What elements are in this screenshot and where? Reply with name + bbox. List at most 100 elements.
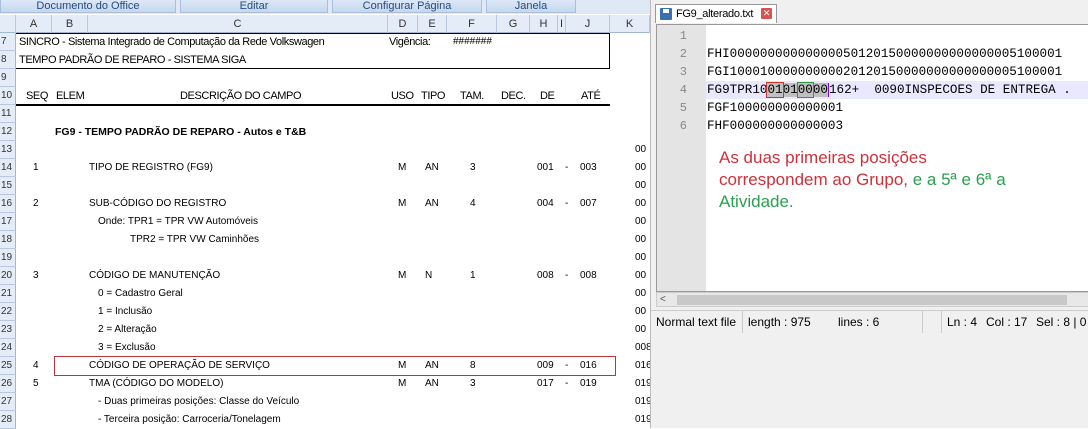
menu-configurar-página[interactable]: Configurar Página (332, 0, 482, 13)
row-header-18[interactable]: 18 (0, 231, 16, 249)
col-k-value[interactable]: 00 (635, 180, 647, 191)
field-uso[interactable]: M (398, 162, 407, 173)
menu-editar[interactable]: Editar (180, 0, 328, 13)
field-uso[interactable]: M (398, 378, 407, 389)
field-ate[interactable]: 016 (580, 360, 597, 371)
scroll-thumb[interactable] (677, 295, 1067, 305)
close-icon[interactable]: ✕ (761, 8, 772, 19)
field-de[interactable]: 008 (537, 270, 554, 281)
row-header-14[interactable]: 14 (0, 159, 16, 177)
field-tipo[interactable]: AN (425, 162, 439, 173)
column-header-I[interactable]: I (558, 15, 566, 33)
row-header-19[interactable]: 19 (0, 249, 16, 267)
code-line-2[interactable]: FHI0000000000000005012015000000000000000… (707, 47, 1063, 61)
col-k-value[interactable]: 00 (635, 288, 647, 299)
field-uso[interactable]: M (398, 270, 407, 281)
field-uso[interactable]: M (398, 198, 407, 209)
column-header-G[interactable]: G (497, 15, 530, 33)
field-ate[interactable]: 003 (580, 162, 597, 173)
field-desc[interactable]: CÓDIGO DE MANUTENÇÃO (89, 270, 221, 281)
vigencia-label[interactable]: Vigência: (389, 36, 431, 48)
header-tipo[interactable]: TIPO (421, 90, 446, 102)
row-header-15[interactable]: 15 (0, 177, 16, 195)
horizontal-scrollbar[interactable]: < (656, 292, 1088, 307)
field-de[interactable]: 017 (537, 378, 554, 389)
field-desc[interactable]: CÓDIGO DE OPERAÇÃO DE SERVIÇO (89, 360, 270, 371)
header-seq[interactable]: SEQ (26, 90, 49, 102)
field-tipo[interactable]: AN (425, 198, 439, 209)
row-header-17[interactable]: 17 (0, 213, 16, 231)
column-header-C[interactable]: C (88, 15, 388, 33)
col-k-value[interactable]: 019 (635, 414, 652, 425)
row-header-12[interactable]: 12 (0, 123, 16, 141)
col-k-value[interactable]: 016 (635, 360, 652, 371)
field-seq[interactable]: 4 (33, 360, 39, 371)
vigencia-value[interactable]: ####### (453, 36, 492, 47)
field-desc[interactable]: TMA (CÓDIGO DO MODELO) (89, 378, 224, 389)
row-header-9[interactable]: 9 (0, 69, 16, 87)
row-header-26[interactable]: 26 (0, 375, 16, 393)
field-tipo[interactable]: AN (425, 360, 439, 371)
field-seq[interactable]: 1 (33, 162, 39, 173)
column-header-D[interactable]: D (388, 15, 418, 33)
row-header-23[interactable]: 23 (0, 321, 16, 339)
field-seq[interactable]: 5 (33, 378, 39, 389)
select-all-corner[interactable] (0, 15, 16, 33)
menu-documento-do-office[interactable]: Documento do Office (0, 0, 176, 13)
field-note[interactable]: 1 = Inclusão (98, 306, 153, 317)
code-line-5[interactable]: FGF100000000000001 (707, 101, 844, 115)
text-editor[interactable]: 1 2 3 4 5 6 FHI000000000000000501201500000000… (656, 24, 1088, 292)
col-k-value[interactable]: 019 (635, 378, 652, 389)
row-header-7[interactable]: 7 (0, 33, 16, 51)
field-note[interactable]: TPR2 = TPR VW Caminhões (130, 234, 260, 245)
header-tam[interactable]: TAM. (460, 90, 484, 102)
field-desc[interactable]: TIPO DE REGISTRO (FG9) (89, 162, 213, 173)
field-seq[interactable]: 3 (33, 270, 39, 281)
field-ate[interactable]: 007 (580, 198, 597, 209)
col-k-value[interactable]: 00 (635, 144, 647, 155)
field-tam[interactable]: 4 (470, 198, 476, 209)
header-de[interactable]: DE (540, 90, 555, 102)
row-header-25[interactable]: 25 (0, 357, 16, 375)
field-tam[interactable]: 8 (470, 360, 476, 371)
col-k-value[interactable]: 00 (635, 198, 647, 209)
field-note[interactable]: 2 = Alteração (98, 324, 157, 335)
scroll-left-icon[interactable]: < (660, 294, 666, 305)
header-elem[interactable]: ELEM (56, 90, 85, 102)
field-note[interactable]: - Duas primeiras posições: Classe do Veí… (98, 396, 300, 407)
row-header-10[interactable]: 10 (0, 87, 16, 105)
column-header-E[interactable]: E (418, 15, 447, 33)
row-header-20[interactable]: 20 (0, 267, 16, 285)
file-tab[interactable]: FG9_alterado.txt ✕ (655, 4, 777, 23)
code-line-6[interactable]: FHF000000000000003 (707, 119, 844, 133)
column-header-H[interactable]: H (530, 15, 558, 33)
row-header-13[interactable]: 13 (0, 141, 16, 159)
col-k-value[interactable]: 00 (635, 216, 647, 227)
row-header-27[interactable]: 27 (0, 393, 16, 411)
sheet-subtitle[interactable]: TEMPO PADRÃO DE REPARO - SISTEMA SIGA (19, 54, 246, 66)
code-line-4[interactable]: FG9TPR1001010000162+ 0090INSPECOES DE EN… (707, 81, 1071, 99)
field-note[interactable]: Onde: TPR1 = TPR VW Automóveis (98, 216, 258, 227)
field-tam[interactable]: 1 (470, 270, 476, 281)
field-tipo[interactable]: AN (425, 378, 439, 389)
field-ate[interactable]: 008 (580, 270, 597, 281)
column-header-F[interactable]: F (447, 15, 497, 33)
field-de[interactable]: 001 (537, 162, 554, 173)
field-seq[interactable]: 2 (33, 198, 39, 209)
col-k-value[interactable]: 008 (635, 342, 652, 353)
section-title[interactable]: FG9 - TEMPO PADRÃO DE REPARO - Autos e T… (55, 126, 307, 138)
row-header-8[interactable]: 8 (0, 51, 16, 69)
row-header-24[interactable]: 24 (0, 339, 16, 357)
field-note[interactable]: - Terceira posição: Carroceria/Tonelagem (98, 414, 281, 425)
col-k-value[interactable]: 00 (635, 234, 647, 245)
code-line-3[interactable]: FGI1000100000000002012015000000000000000… (707, 65, 1063, 79)
header-desc[interactable]: DESCRIÇÃO DO CAMPO (180, 90, 302, 102)
sheet-title[interactable]: SINCRO - Sistema Integrado de Computação… (19, 36, 325, 48)
column-header-J[interactable]: J (566, 15, 610, 33)
field-de[interactable]: 009 (537, 360, 554, 371)
field-de[interactable]: 004 (537, 198, 554, 209)
field-tam[interactable]: 3 (470, 162, 476, 173)
field-ate[interactable]: 019 (580, 378, 597, 389)
row-header-16[interactable]: 16 (0, 195, 16, 213)
field-note[interactable]: 0 = Cadastro Geral (98, 288, 183, 299)
